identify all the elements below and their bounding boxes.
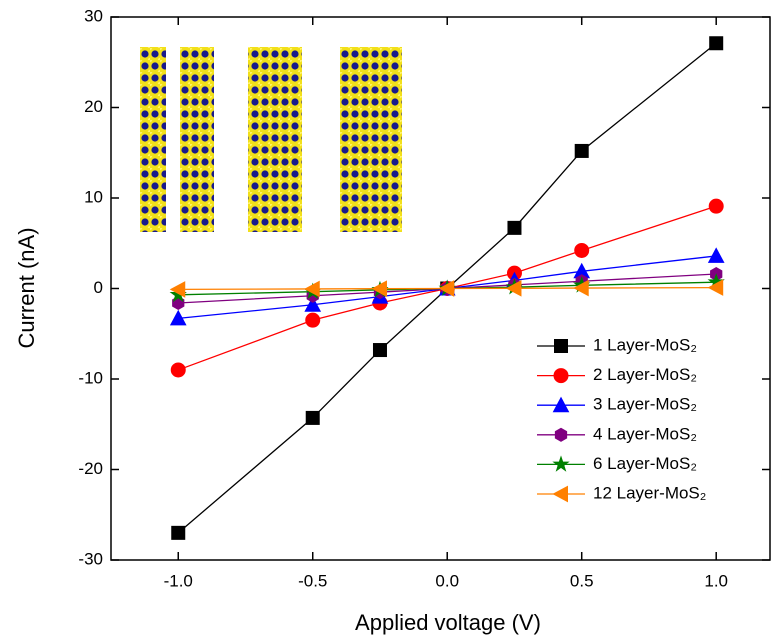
legend-marker (554, 427, 568, 442)
marker (169, 309, 187, 326)
legend-label: 2 Layer-MoS₂ (593, 365, 697, 384)
marker (707, 279, 724, 296)
y-tick-label: 10 (84, 187, 103, 206)
legend-label: 3 Layer-MoS₂ (593, 395, 697, 414)
y-tick-label: -20 (78, 459, 103, 478)
y-tick-label: 0 (94, 278, 103, 297)
structure-2 (180, 47, 214, 232)
legend-marker (552, 455, 570, 472)
marker (507, 220, 522, 235)
x-tick-label: 1.0 (704, 571, 728, 590)
y-axis-title: Current (nA) (14, 227, 39, 348)
marker (305, 410, 320, 425)
marker (707, 247, 725, 263)
marker (304, 296, 322, 312)
marker (574, 143, 589, 158)
legend-label: 1 Layer-MoS₂ (593, 335, 697, 354)
marker (305, 312, 321, 328)
marker (372, 343, 387, 358)
legend-marker (552, 485, 568, 503)
structure-3 (248, 47, 302, 232)
legend: 1 Layer-MoS₂ 2 Layer-MoS₂ 3 Layer-MoS₂ 4 La… (537, 335, 706, 502)
x-tick-label: -0.5 (298, 571, 327, 590)
marker (708, 198, 724, 214)
structure-4 (340, 47, 402, 232)
y-tick-label: 30 (84, 6, 103, 25)
legend-marker (552, 396, 570, 413)
marker (371, 280, 387, 298)
structure-1 (140, 47, 166, 232)
marker (304, 280, 320, 298)
legend-label: 6 Layer-MoS₂ (593, 454, 697, 473)
marker (169, 281, 186, 298)
y-tick-label: 20 (84, 97, 103, 116)
structure-inset (140, 47, 402, 232)
x-axis-title: Applied voltage (V) (355, 610, 541, 635)
legend-marker (553, 368, 569, 384)
x-tick-label: -1.0 (164, 571, 193, 590)
y-tick-label: -30 (78, 549, 103, 568)
legend-marker (554, 339, 568, 353)
x-tick-label: 0.0 (435, 571, 459, 590)
legend-label: 12 Layer-MoS₂ (593, 483, 706, 502)
y-tick-label: -10 (78, 368, 103, 387)
marker (709, 36, 724, 51)
marker (171, 525, 186, 540)
marker (574, 242, 590, 258)
marker (438, 280, 455, 297)
x-tick-label: 0.5 (570, 571, 594, 590)
legend-label: 4 Layer-MoS₂ (593, 424, 697, 443)
marker (170, 362, 186, 378)
marker (505, 279, 522, 297)
marker (573, 279, 589, 297)
